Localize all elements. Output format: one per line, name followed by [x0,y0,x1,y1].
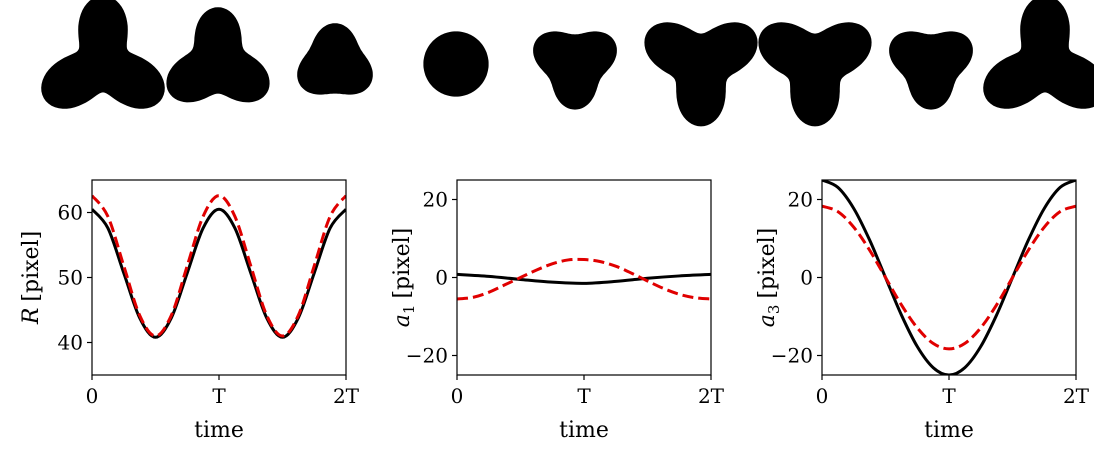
chart-r: 0 T 2T 40 50 60 time R [pixel] [0,170,360,452]
y-axis-unit: [pixel] [390,228,415,299]
x-tick-label: T [942,384,956,408]
shape-sequence-strip [41,0,1094,127]
y-axis-label: a1 [pixel] [390,228,418,327]
y-axis-subscript: 3 [765,305,783,315]
blob-shape [644,22,758,127]
y-axis-unit: [pixel] [19,231,44,302]
y-tick-label: 20 [788,188,813,212]
blob-shape [166,7,270,103]
chart-a1: 0 T 2T −20 0 20 time a1[pixel] [365,170,725,452]
series-line-solid [92,207,346,339]
series-line-dashed [822,204,1076,351]
y-tick-label: −20 [406,344,448,368]
x-tick-label: 0 [816,384,829,408]
y-tick-label: 20 [423,188,448,212]
y-tick-label: 50 [58,266,83,290]
x-axis-label: time [194,418,244,443]
y-tick-label: 0 [800,266,813,290]
y-axis-subscript: 1 [400,305,418,315]
x-tick-label: 2T [698,384,725,408]
y-axis-label: R [pixel] [19,231,44,325]
chart-a3: 0 T 2T −20 0 20 time a3[pixel] [730,170,1090,452]
series-line-dashed [92,194,346,338]
plot-frame [821,179,1077,376]
y-axis-label: a3 [pixel] [755,228,783,327]
x-axis-label: time [559,418,609,443]
x-axis-label: time [924,418,974,443]
blob-shape [758,22,872,127]
blob-shape [297,23,373,95]
blob-shape [41,0,165,109]
y-tick-label: 0 [435,266,448,290]
blob-shape [423,31,489,97]
x-tick-label: 2T [1063,384,1090,408]
x-tick-label: 0 [86,384,99,408]
blob-shape [889,31,973,110]
series-line-solid [822,180,1076,375]
y-tick-label: −20 [771,344,813,368]
series-line-dashed [457,257,711,301]
x-tick-label: 0 [451,384,464,408]
y-axis-symbol: a [390,314,415,327]
x-tick-label: 2T [333,384,360,408]
y-axis-symbol: a [755,314,780,327]
y-axis-symbol: R [19,308,44,326]
y-axis-unit: [pixel] [755,228,780,299]
blob-shape [983,0,1094,109]
y-tick-label: 60 [58,201,83,225]
series-line-solid [457,272,711,285]
chart-r-svg: 0 T 2T 40 50 60 time R [pixel] [19,179,360,443]
y-tick-label: 40 [58,331,83,355]
blob-shape [533,31,617,110]
x-tick-label: T [212,384,226,408]
x-tick-label: T [577,384,591,408]
